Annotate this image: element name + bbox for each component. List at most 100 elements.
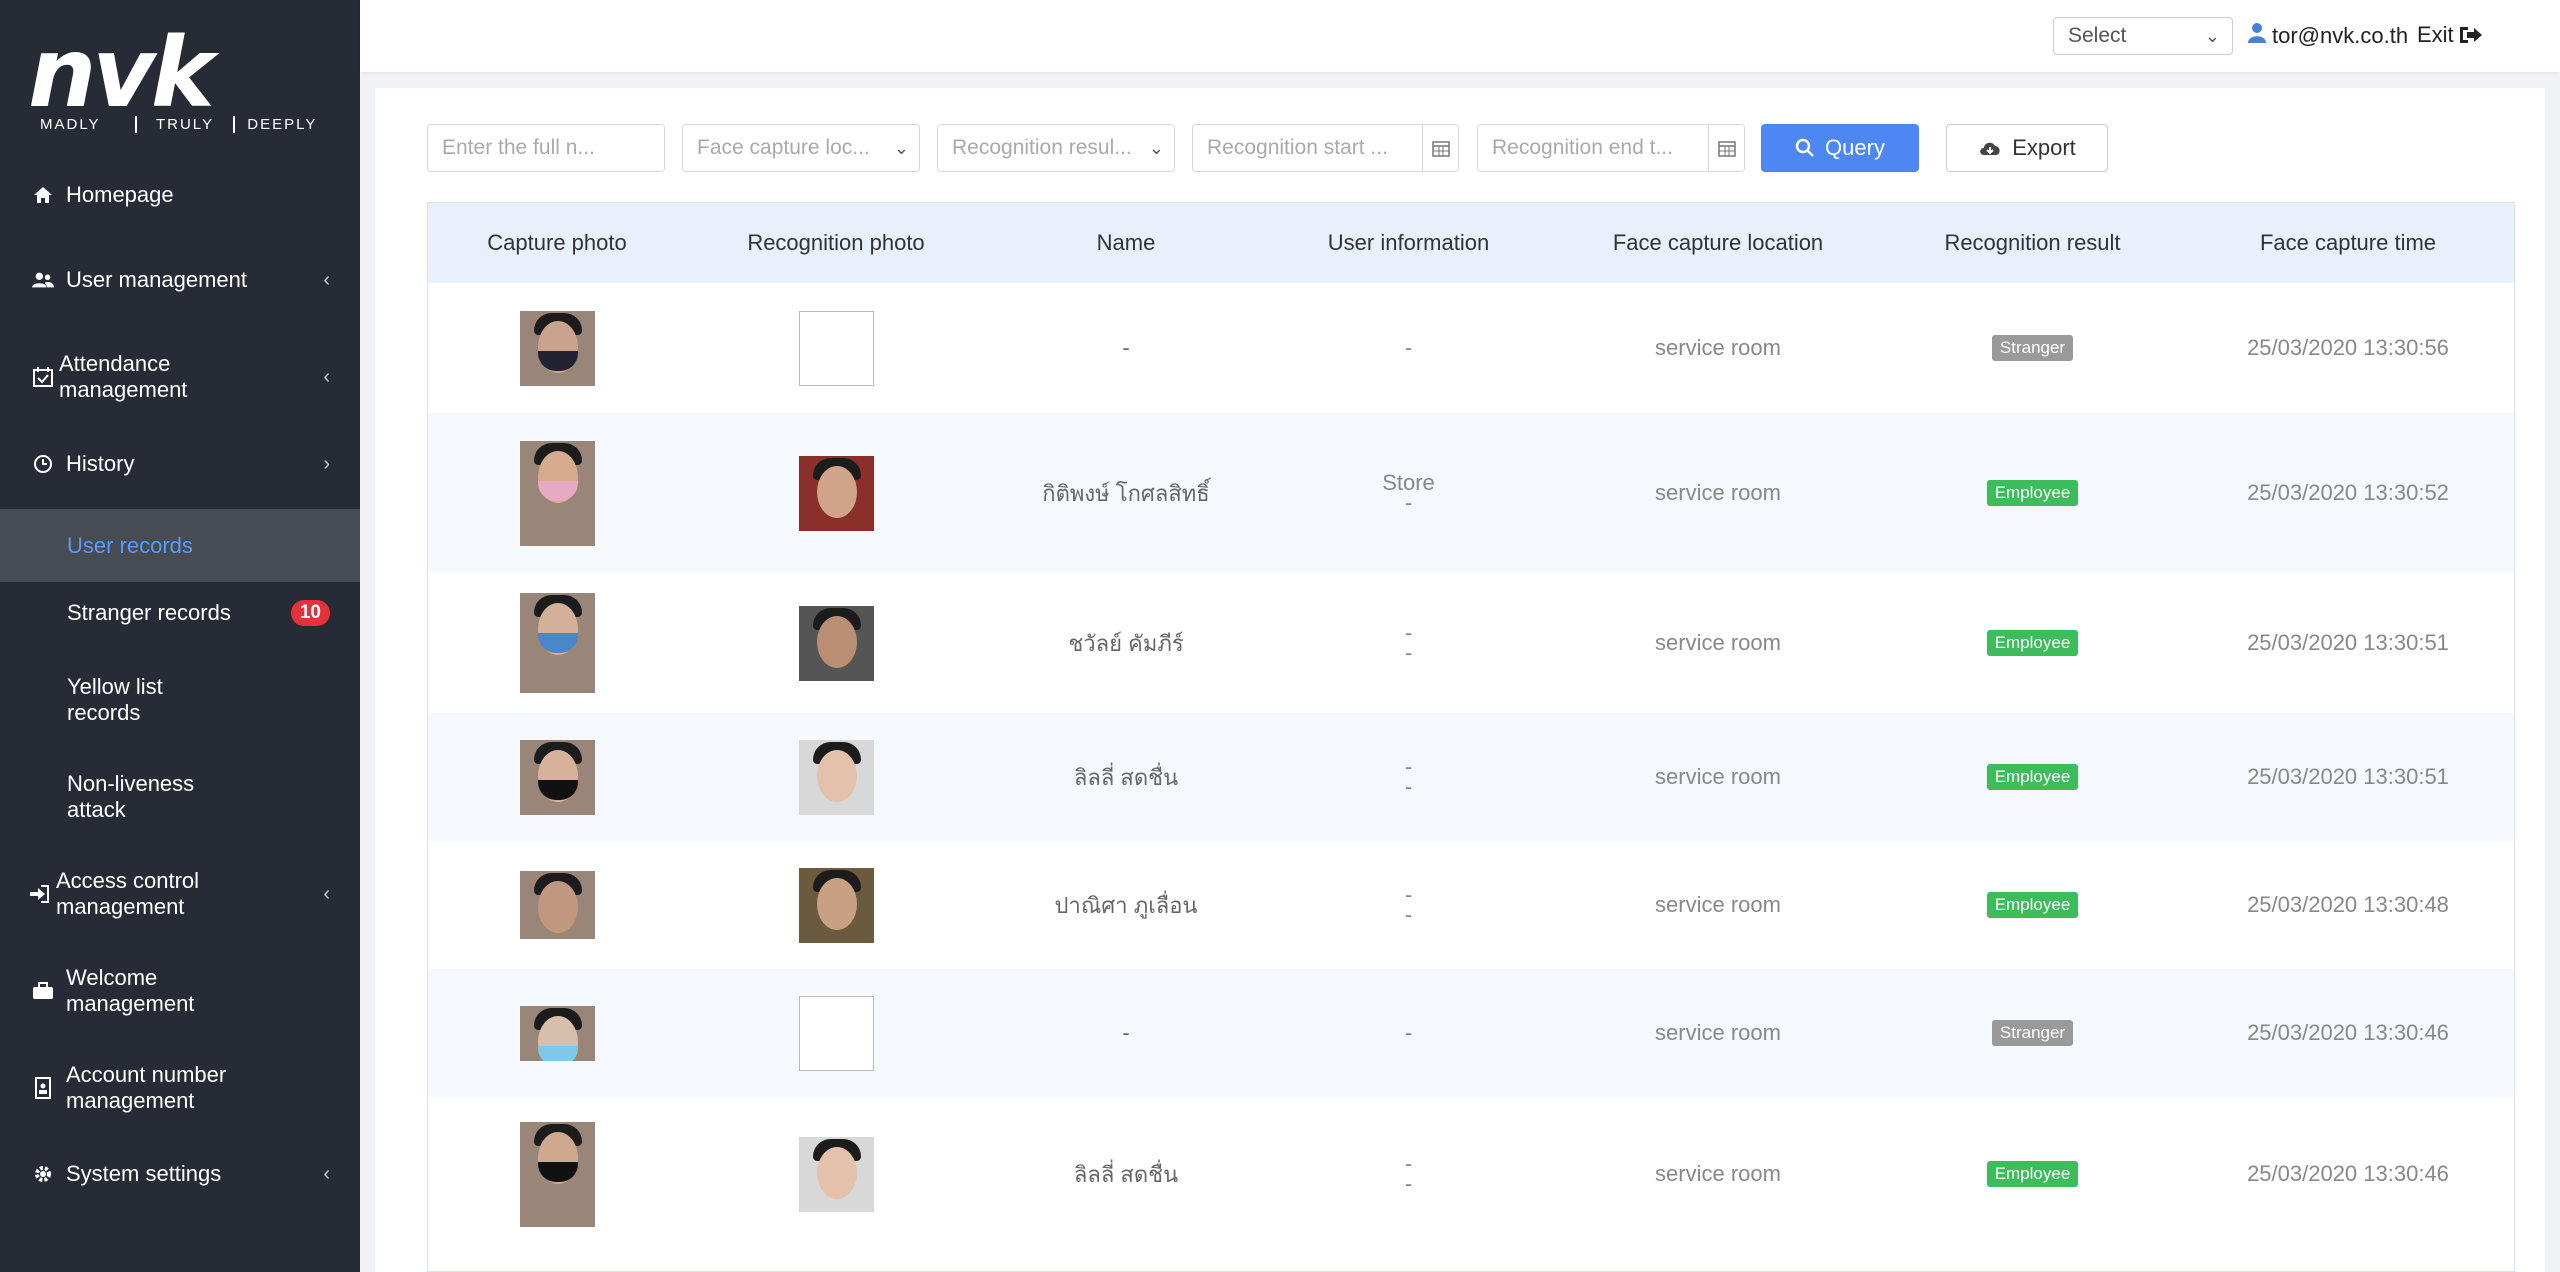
column-header[interactable]: Recognition result (1944, 230, 2121, 255)
capture-photo[interactable] (519, 1005, 595, 1061)
capture-photo[interactable] (519, 871, 595, 939)
nvk-logo[interactable]: nvk MADLY TRULY DEEPLY (28, 25, 333, 142)
sidebar-item-system-settings[interactable]: System settings ‹ (0, 1161, 360, 1187)
sidebar-subitem-stranger-records[interactable]: Stranger records 10 (0, 600, 360, 630)
time-cell: 25/03/2020 13:30:48 (2247, 892, 2449, 917)
name-cell: กิติพงษ์ โกศลสิทธิ์ (1042, 480, 1210, 506)
recognition-result-select[interactable]: Recognition resul... ⌄ (937, 124, 1175, 172)
result-cell: Stranger (1885, 969, 2180, 1097)
capture-photo[interactable] (519, 310, 595, 386)
sidebar-item-user-management[interactable]: User management ‹ (0, 254, 360, 306)
user-info-line: - (1404, 1020, 1413, 1045)
time-cell: 25/03/2020 13:30:51 (2247, 630, 2449, 655)
user-account[interactable]: tor@nvk.co.th (2248, 22, 2408, 50)
time-cell: 25/03/2020 13:30:56 (2247, 335, 2449, 360)
user-info-line: - (1404, 490, 1413, 515)
calendar-icon[interactable] (1708, 125, 1744, 171)
sidebar-item-history[interactable]: History › (0, 451, 360, 477)
recognition-photo[interactable] (798, 1136, 874, 1212)
recognition-photo-cell (686, 1097, 986, 1251)
sidebar-item-account-number-management[interactable]: Account number management (0, 1062, 360, 1114)
capture-photo[interactable] (519, 440, 595, 546)
clock-icon (32, 453, 54, 475)
table-row[interactable]: ปาณิศา ภูเลื่อน - - service room Employee 25/… (428, 841, 2514, 969)
location-cell: service room (1655, 630, 1781, 655)
user-info-cell: -- (1266, 1097, 1551, 1251)
user-icon (2248, 22, 2266, 50)
location-cell: service room (1655, 764, 1781, 789)
capture-photo[interactable] (519, 1121, 595, 1227)
table-row[interactable]: - - service room Stranger 25/03/2020 13:30:4… (428, 969, 2514, 1097)
column-header[interactable]: Name (1096, 230, 1156, 255)
name-cell: ปาณิศา ภูเลื่อน (1054, 892, 1198, 918)
id-card-icon (32, 1077, 54, 1099)
user-info-cell: -- (1266, 713, 1551, 841)
table-row[interactable]: ชวัลย์ คัมภีร์ - - service room Employee 25/0… (428, 573, 2514, 713)
column-header[interactable]: Recognition photo (747, 230, 925, 255)
sidebar-subitem-non-liveness-attack[interactable]: Non-liveness attack (67, 771, 195, 822)
name-cell: ชวัลย์ คัมภีร์ (1068, 630, 1184, 656)
sidebar-item-homepage[interactable]: Homepage (0, 182, 360, 208)
sidebar-item-access-control-management[interactable]: Access control management ‹ (0, 868, 360, 920)
recognition-photo[interactable] (798, 455, 874, 531)
recognition-photo[interactable] (798, 310, 874, 386)
capture-photo-cell (428, 969, 686, 1097)
table-header: Capture photo Recognition photo Name Use… (428, 203, 2514, 283)
user-info-cell: - (1266, 969, 1551, 1097)
result-tag: Stranger (1991, 335, 2074, 361)
recognition-photo[interactable] (798, 995, 874, 1071)
gear-icon (32, 1163, 54, 1185)
capture-photo[interactable] (519, 739, 595, 815)
location-cell: service room (1655, 480, 1781, 505)
result-tag: Employee (1986, 764, 2079, 790)
query-button[interactable]: Query (1761, 124, 1919, 172)
stranger-count-badge: 10 (290, 600, 330, 626)
column-header[interactable]: User information (1327, 230, 1490, 255)
capture-photo-cell (428, 841, 686, 969)
sidebar-subitem-user-records[interactable]: User records (0, 509, 360, 582)
result-cell: Employee (1885, 841, 2180, 969)
column-header[interactable]: Face capture time (2259, 230, 2437, 255)
recognition-photo[interactable] (798, 739, 874, 815)
name-cell: ลิลลี่ สดชื่น (1073, 1161, 1179, 1187)
sign-in-icon (28, 883, 50, 905)
chevron-down-icon: ⌄ (2204, 26, 2220, 46)
location-cell: service room (1655, 1020, 1781, 1045)
table-row[interactable]: ลิลลี่ สดชื่น - - service room Employee 25/03… (428, 713, 2514, 841)
users-icon (32, 269, 54, 291)
name-input[interactable]: Enter the full n... (427, 124, 665, 172)
table-row[interactable]: กิติพงษ์ โกศลสิทธิ์ Store - service room Emp… (428, 413, 2514, 573)
end-date-input[interactable]: Recognition end t... (1477, 124, 1745, 172)
recognition-photo[interactable] (798, 605, 874, 681)
home-icon (32, 184, 54, 206)
briefcase-icon (32, 980, 54, 1002)
chevron-left-icon: ‹ (323, 1163, 330, 1185)
result-cell: Employee (1885, 413, 2180, 573)
sidebar-item-welcome-management[interactable]: Welcome management (0, 965, 360, 1017)
user-info-line: - (1404, 902, 1413, 927)
user-info-cell: Store - (1266, 413, 1551, 573)
table-row[interactable]: - - service room Stranger 25/03/2020 13:30:5… (428, 283, 2514, 413)
table-row[interactable]: ลิลลี่ สดชื่น - - service room Employee 25/03… (428, 1097, 2514, 1251)
column-header[interactable]: Face capture location (1612, 230, 1824, 255)
logo-tagline: MADLY TRULY DEEPLY (40, 116, 330, 133)
language-select[interactable]: Select ⌄ (2053, 17, 2233, 55)
user-info-line: - (1404, 335, 1413, 360)
column-header[interactable]: Capture photo (487, 230, 627, 255)
capture-photo-cell (428, 573, 686, 713)
result-tag: Employee (1986, 480, 2079, 506)
chevron-down-icon: ⌄ (893, 138, 909, 158)
recognition-photo-cell (686, 969, 986, 1097)
export-button[interactable]: Export (1946, 124, 2108, 172)
result-tag: Employee (1986, 630, 2079, 656)
sidebar-subitem-yellow-list-records[interactable]: Yellow list records (67, 674, 163, 725)
location-select[interactable]: Face capture loc... ⌄ (682, 124, 920, 172)
result-cell: Employee (1885, 1097, 2180, 1251)
recognition-photo-cell (686, 573, 986, 713)
recognition-photo[interactable] (798, 867, 874, 943)
capture-photo[interactable] (519, 593, 595, 693)
calendar-icon[interactable] (1422, 125, 1458, 171)
sidebar-item-attendance-management[interactable]: Attendance management ‹ (0, 351, 360, 403)
exit-button[interactable]: Exit (2417, 22, 2483, 48)
start-date-input[interactable]: Recognition start ... (1192, 124, 1459, 172)
